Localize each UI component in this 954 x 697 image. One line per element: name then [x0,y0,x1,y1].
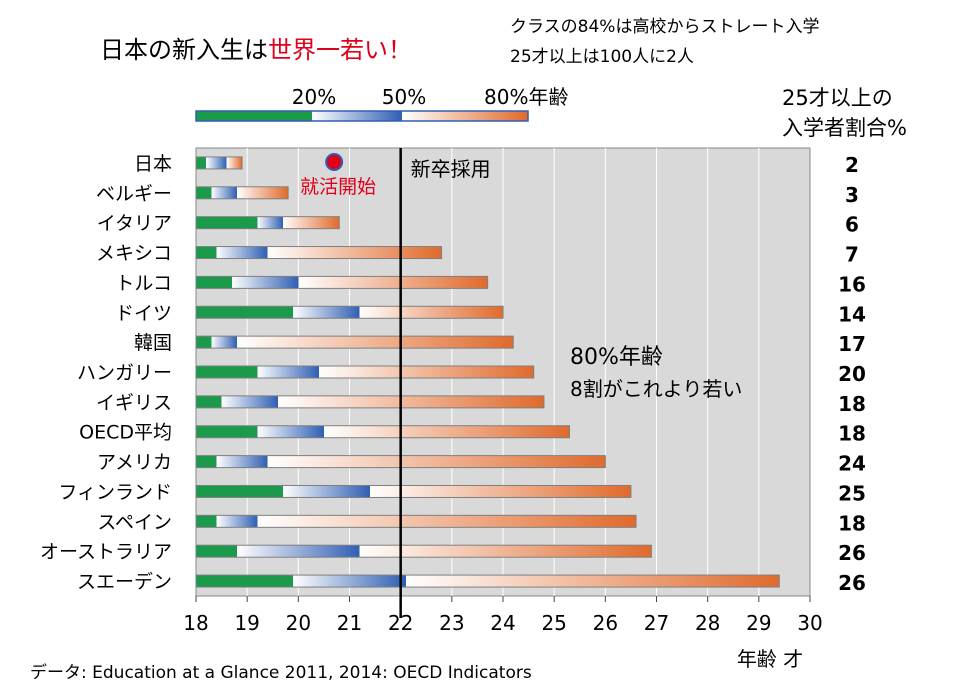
x-axis-label: 年齢 才 [737,647,803,671]
country-label-8: イギリス [96,392,172,414]
legend-label-20: 20% [292,85,336,109]
ratio-header-line-2: 入学者割合% [782,116,907,140]
bar-8 [195,395,545,409]
ratio-values: 2 3 6 7 16 14 17 20 18 18 24 25 18 26 26 [838,153,866,595]
x-tick-label-25: 25 [541,611,566,635]
bar-4 [195,275,489,289]
x-tick-label-21: 21 [337,611,362,635]
bars [195,156,780,588]
bar-7 [195,365,535,379]
country-label-13: オーストラリア [40,541,172,563]
country-label-4: トルコ [115,272,172,294]
x-tick-label-24: 24 [490,611,515,635]
bar-14 [195,574,780,588]
legend-bar [195,110,529,122]
ratio-value-4: 16 [838,272,866,296]
ratio-value-0: 2 [845,153,859,177]
country-label-6: 韓国 [134,332,172,354]
x-tick-label-30: 30 [797,611,822,635]
ratio-value-13: 26 [838,541,866,565]
x-tick-label-23: 23 [439,611,464,635]
ratio-value-2: 6 [845,213,859,237]
bar-13 [195,544,652,558]
ratio-value-5: 14 [838,302,866,326]
chart-title: 日本の新入生は世界一若い！ [100,30,412,65]
title-red: 世界一若い！ [268,36,412,64]
country-label-5: ドイツ [115,302,172,324]
title-black: 日本の新入生は [100,36,268,64]
country-label-0: 日本 [134,153,172,175]
x-tick-label-20: 20 [286,611,311,635]
ratio-value-6: 17 [838,332,866,356]
ratio-value-12: 18 [838,511,866,535]
note-line-2: 25才以上は100人に2人 [510,47,694,67]
country-label-12: スペイン [97,511,172,533]
bar-0 [195,156,243,170]
ratio-value-3: 7 [845,243,859,267]
legend-label-50: 50% [382,85,426,109]
ratio-value-7: 20 [838,362,866,386]
bar-11 [195,484,632,498]
ratio-header-line-1: 25才以上の [782,86,893,110]
bar-1 [195,186,289,200]
country-label-11: フィンランド [58,481,172,503]
country-label-1: ベルギー [96,183,172,205]
country-label-7: ハンガリー [77,362,172,384]
p80-annotation-title: 80%年齢 [570,345,663,370]
shukatsu-label: 就活開始 [300,176,376,198]
country-label-10: アメリカ [97,452,172,474]
bar-9 [195,425,571,439]
ratio-value-10: 24 [838,452,866,476]
country-label-2: イタリア [97,213,172,235]
x-tick-label-28: 28 [695,611,720,635]
x-tick-label-18: 18 [183,611,208,635]
note-line-1: クラスの84%は高校からストレート入学 [510,17,820,37]
x-tick-label-27: 27 [644,611,669,635]
ratio-value-8: 18 [838,392,866,416]
bar-2 [195,216,340,230]
x-tick-label-29: 29 [746,611,771,635]
country-label-9: OECD平均 [79,422,172,444]
ratio-value-1: 3 [845,183,859,207]
legend: 20% 50% 80%年齢 [195,85,568,122]
source-note: データ: Education at a Glance 2011, 2014: O… [30,663,532,683]
ratio-value-14: 26 [838,571,866,595]
x-tick-label-26: 26 [593,611,618,635]
bar-12 [195,514,637,528]
p80-annotation-desc: 8割がこれより若い [570,377,742,401]
shinsotsu-label: 新卒採用 [411,157,491,181]
ratio-value-11: 25 [838,481,866,505]
shukatsu-dot [325,153,344,171]
x-tick-label-19: 19 [234,611,259,635]
bar-3 [195,246,443,260]
country-label-3: メキシコ [96,243,172,265]
bar-5 [195,305,504,319]
legend-label-80: 80%年齢 [484,85,568,109]
country-label-14: スエーデン [77,571,172,593]
ratio-value-9: 18 [838,422,866,446]
bar-6 [195,335,514,349]
